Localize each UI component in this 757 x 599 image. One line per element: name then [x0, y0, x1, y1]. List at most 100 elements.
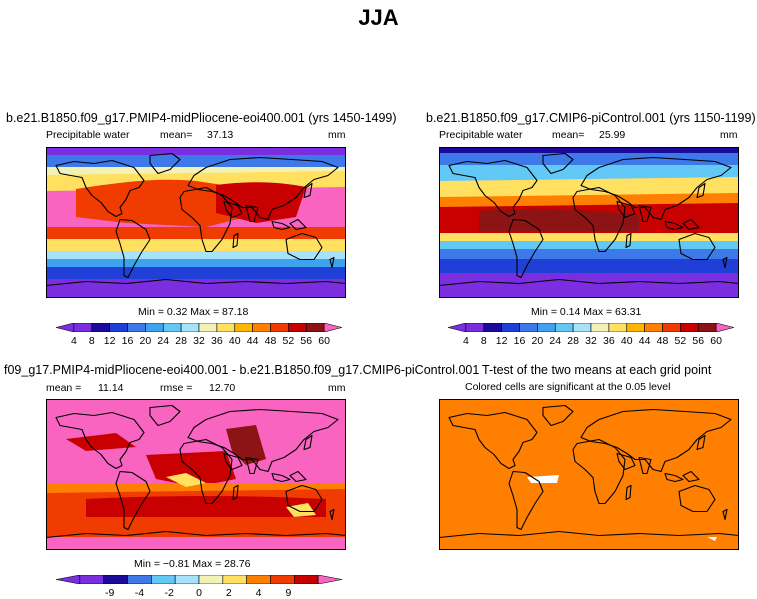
colorbar-cell — [519, 323, 538, 332]
colorbar-cell — [103, 575, 128, 584]
panel-tr-title: b.e21.B1850.f09_g17.CMIP6-piControl.001 … — [426, 111, 756, 125]
colorbar-tick-label: 4 — [462, 335, 469, 347]
colorbar-tick-label: -4 — [134, 587, 145, 599]
colorbar-tick-label: 44 — [246, 335, 259, 347]
colorbar-cell — [270, 323, 289, 332]
colorbar-cell — [288, 323, 307, 332]
colorbar-end — [715, 323, 734, 332]
colorbar-cell — [626, 323, 645, 332]
panel-tr-stats: Min = 0.14 Max = 63.31 — [531, 306, 642, 318]
colorbar-tick-label: 9 — [285, 587, 292, 599]
colorbar-tick-label: 44 — [638, 335, 651, 347]
panel-bl-mean: 11.14 — [98, 382, 124, 394]
colorbar-tick-label: 8 — [88, 335, 95, 347]
colorbar-cell — [554, 323, 574, 332]
map-bl — [46, 399, 346, 550]
colorbar-bl — [56, 575, 342, 584]
colorbar-tl — [56, 323, 342, 332]
colorbar-cell — [501, 323, 520, 332]
colorbar-tick-label: 48 — [264, 335, 277, 347]
colorbar-cell — [246, 575, 271, 584]
colorbar-cell — [73, 323, 93, 332]
figure-title: JJA — [358, 5, 399, 30]
colorbar-cell — [270, 575, 295, 584]
map-tl — [46, 147, 346, 298]
colorbar-end — [323, 323, 342, 332]
colorbar-tick-label: 32 — [585, 335, 597, 347]
colorbar-tick-label: 40 — [620, 335, 633, 347]
panel-tr-units: mm — [720, 129, 738, 141]
colorbar-tick-label: 52 — [282, 335, 295, 347]
panel-br-title: T-test of the two means at each grid poi… — [482, 363, 712, 377]
colorbar-tr — [448, 323, 734, 332]
colorbar-cell — [91, 323, 110, 332]
colorbar-cell — [644, 323, 663, 332]
colorbar-tick-label: -9 — [104, 587, 115, 599]
panel-tl-units: mm — [328, 129, 346, 141]
colorbar-tick-label: 52 — [674, 335, 687, 347]
colorbar-tick-label: 12 — [103, 335, 116, 347]
colorbar-tick-label: 56 — [692, 335, 705, 347]
panel-tr-mean-label: mean= — [552, 129, 585, 141]
panel-tr-mean: 25.99 — [599, 129, 626, 141]
panel-tl-stats: Min = 0.32 Max = 87.18 — [138, 306, 249, 318]
map-br — [439, 399, 739, 550]
colorbar-cell — [79, 575, 104, 584]
colorbar-cell — [216, 323, 236, 332]
colorbar-end — [56, 575, 81, 584]
colorbar-tick-label: 28 — [567, 335, 579, 347]
panel-tl-title: b.e21.B1850.f09_g17.PMIP4-midPliocene-eo… — [6, 111, 397, 125]
colorbar-end — [56, 323, 75, 332]
colorbar-cell — [222, 575, 247, 584]
colorbar-tick-label: 36 — [603, 335, 615, 347]
colorbar-tick-label: 16 — [121, 335, 134, 347]
colorbar-cell — [162, 323, 182, 332]
colorbar-tick-label: 0 — [196, 587, 202, 599]
colorbar-tick-label: 4 — [70, 335, 77, 347]
colorbar-cell — [127, 575, 152, 584]
panel-tl-mean: 37.13 — [207, 129, 234, 141]
colorbar-tick-label: 28 — [175, 335, 187, 347]
panel-bl-rmse-label: rmse = — [160, 382, 193, 394]
colorbar-tick-label: 36 — [211, 335, 223, 347]
colorbar-cell — [483, 323, 502, 332]
colorbar-tick-label: 12 — [495, 335, 508, 347]
panel-bl-rmse: 12.70 — [209, 382, 236, 394]
colorbar-cell — [252, 323, 271, 332]
panel-tl-variable: Precipitable water — [46, 129, 130, 141]
colorbar-tick-label: 40 — [228, 335, 241, 347]
colorbar-tick-label: 2 — [225, 587, 232, 599]
map-tr — [439, 147, 739, 298]
colorbar-cell — [590, 323, 610, 332]
colorbar-tick-label: 24 — [549, 335, 562, 347]
colorbar-end — [317, 575, 342, 584]
colorbar-tick-label: 8 — [480, 335, 487, 347]
colorbar-cell — [294, 575, 319, 584]
colorbar-cell — [127, 323, 146, 332]
colorbar-cell — [465, 323, 485, 332]
colorbar-cell — [109, 323, 128, 332]
colorbar-tick-label: 56 — [300, 335, 313, 347]
colorbar-cell — [174, 575, 200, 584]
colorbar-cell — [608, 323, 628, 332]
colorbar-cell — [234, 323, 253, 332]
colorbar-cell — [680, 323, 699, 332]
colorbar-tick-label: 60 — [710, 335, 722, 347]
colorbar-cell — [697, 323, 717, 332]
colorbar-tick-label: 48 — [656, 335, 669, 347]
panel-bl-units: mm — [328, 382, 346, 394]
colorbar-cell — [662, 323, 681, 332]
colorbar-tick-label: 24 — [157, 335, 170, 347]
colorbar-cell — [180, 323, 200, 332]
colorbar-cell — [198, 323, 218, 332]
colorbar-cell — [305, 323, 325, 332]
colorbar-tick-label: 60 — [318, 335, 330, 347]
colorbar-tick-label: 16 — [513, 335, 526, 347]
panel-br-subtitle: Colored cells are significant at the 0.0… — [465, 381, 671, 393]
panel-tr-variable: Precipitable water — [439, 129, 523, 141]
colorbar-cell — [151, 575, 176, 584]
panel-bl-mean-label: mean = — [46, 382, 82, 394]
colorbar-tick-label: 4 — [255, 587, 262, 599]
colorbar-cell — [145, 323, 164, 332]
colorbar-tick-label: 32 — [193, 335, 205, 347]
